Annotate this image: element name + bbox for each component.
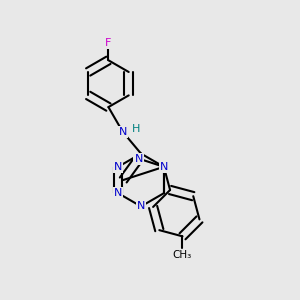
Text: CH₃: CH₃: [173, 250, 192, 260]
Text: N: N: [114, 188, 122, 198]
Text: F: F: [105, 38, 112, 48]
Text: N: N: [160, 162, 168, 172]
Text: N: N: [114, 162, 122, 172]
Text: N: N: [135, 154, 143, 164]
Text: H: H: [132, 124, 140, 134]
Text: N: N: [118, 127, 127, 137]
Text: N: N: [137, 201, 145, 212]
